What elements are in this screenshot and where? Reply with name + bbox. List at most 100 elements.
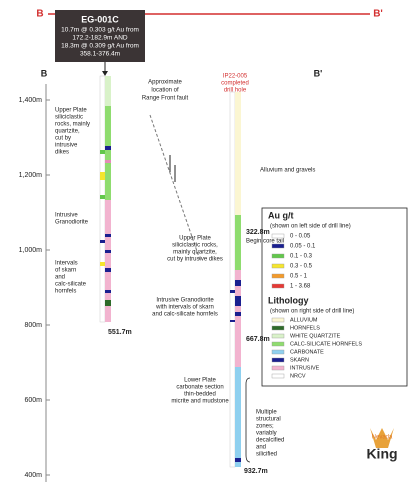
note: cut by bbox=[55, 136, 71, 142]
callout-box bbox=[55, 10, 145, 62]
legend-swatch bbox=[271, 233, 285, 239]
note: hornfels bbox=[55, 289, 76, 295]
note: Begin core tail bbox=[246, 239, 284, 245]
note: cut by intrusive dikes bbox=[167, 257, 223, 263]
drill-hole-2 bbox=[229, 91, 241, 468]
logo-crown bbox=[370, 428, 394, 448]
note: silicified bbox=[256, 452, 277, 458]
legend-swatch bbox=[271, 349, 285, 355]
note: Alluvium and gravels bbox=[260, 168, 315, 174]
note: decalcified bbox=[256, 438, 284, 444]
hole-2-label: completed bbox=[221, 81, 249, 87]
legend-label: ALLUVIUM bbox=[290, 317, 318, 323]
elevation-label: 1,000m bbox=[19, 247, 43, 254]
note: siliciclastic rocks, bbox=[172, 243, 218, 249]
legend-label: 1 - 3.68 bbox=[290, 284, 311, 290]
legend-swatch bbox=[271, 373, 285, 379]
section-start: B bbox=[36, 9, 43, 20]
note: calc-silicate bbox=[55, 282, 87, 288]
au-interval bbox=[100, 262, 105, 266]
profile-right: B' bbox=[314, 68, 323, 78]
legend-label: 0.1 - 0.3 bbox=[290, 254, 313, 260]
lith-interval bbox=[105, 290, 111, 293]
legend-label: 0.05 - 0.1 bbox=[290, 244, 316, 250]
au-strip bbox=[229, 91, 236, 468]
note: Intervals bbox=[55, 261, 78, 267]
note: Granodiorite bbox=[55, 220, 89, 226]
legend-swatch bbox=[271, 283, 285, 289]
lith-interval bbox=[235, 215, 241, 270]
legend-swatch bbox=[271, 365, 285, 371]
note: mainly quartzite, bbox=[173, 250, 217, 256]
callout-line: 18.3m @ 0.309 g/t Au from bbox=[61, 43, 139, 50]
legend-label: HORNFELS bbox=[290, 325, 320, 331]
lith-interval bbox=[105, 146, 111, 150]
note: of skarn bbox=[55, 268, 76, 274]
legend-title: Au g/t bbox=[268, 210, 294, 220]
lith-interval bbox=[105, 160, 111, 163]
legend-note: (shown on right side of drill line) bbox=[270, 309, 354, 315]
lith-interval bbox=[105, 268, 111, 272]
legend-label: INTRUSIVE bbox=[290, 365, 320, 371]
legend-note: (shown on left side of drill line) bbox=[270, 224, 351, 230]
callout-line: 172.2-182.9m AND bbox=[72, 35, 128, 42]
drill-hole-1 bbox=[99, 75, 111, 323]
au-interval bbox=[100, 172, 105, 180]
callout-line: 358.1-376.4m bbox=[80, 51, 120, 58]
au-interval bbox=[100, 150, 105, 154]
note: Upper Plate bbox=[55, 108, 87, 114]
note: dikes bbox=[55, 150, 69, 156]
lith-interval bbox=[105, 250, 111, 253]
elevation-label: 600m bbox=[24, 397, 42, 404]
au-interval bbox=[100, 195, 105, 199]
legend-swatch bbox=[271, 357, 285, 363]
legend-swatch bbox=[271, 317, 285, 323]
note: micrite and mudstone bbox=[171, 399, 229, 405]
logo-top: Nevada bbox=[372, 435, 393, 441]
legend-label: 0.3 - 0.5 bbox=[290, 264, 313, 270]
lith-interval bbox=[235, 458, 241, 462]
callout-line: 10.7m @ 0.303 g/t Au from bbox=[61, 27, 139, 34]
lith-interval bbox=[105, 200, 111, 322]
au-interval bbox=[100, 240, 105, 243]
legend-label: CALC-SILICATE HORNFELS bbox=[290, 341, 362, 347]
logo-bottom: King bbox=[366, 446, 397, 462]
structural-bracket bbox=[245, 377, 251, 463]
hole-1-depth: 551.7m bbox=[108, 329, 132, 336]
lith-interval bbox=[105, 300, 111, 306]
note: thin-bedded bbox=[184, 392, 216, 398]
legend-label: 0 - 0.05 bbox=[290, 234, 311, 240]
legend-label: CARBONATE bbox=[290, 349, 324, 355]
note: rocks, mainly bbox=[55, 122, 90, 128]
lith-interval bbox=[235, 280, 241, 286]
lith-interval bbox=[235, 270, 241, 367]
legend-swatch bbox=[271, 253, 285, 259]
lith-interval bbox=[235, 92, 241, 215]
legend-swatch bbox=[271, 341, 285, 347]
depth: 932.7m bbox=[244, 468, 268, 475]
legend-label: NRCV bbox=[290, 373, 306, 379]
hole-2-label: drill hole bbox=[224, 88, 247, 94]
note: intrusive bbox=[55, 143, 78, 149]
note: structural bbox=[256, 417, 281, 423]
note: siliciclastic bbox=[55, 115, 83, 121]
elevation-label: 1,400m bbox=[19, 97, 43, 104]
note: and calc-silicate hornfels bbox=[152, 312, 218, 318]
section-end: B' bbox=[373, 9, 383, 20]
au-interval bbox=[230, 320, 235, 322]
profile-left: B bbox=[41, 68, 48, 78]
lith-interval bbox=[105, 76, 111, 200]
note: zones; bbox=[256, 424, 274, 430]
note: and bbox=[256, 445, 266, 451]
hole-2-label: IP22-005 bbox=[223, 74, 248, 80]
legend-swatch bbox=[271, 325, 285, 331]
note: Lower Plate bbox=[184, 378, 216, 384]
legend-box bbox=[261, 207, 408, 387]
legend-label: SKARN bbox=[290, 357, 309, 363]
note: Multiple bbox=[256, 410, 277, 416]
legend-swatch bbox=[271, 243, 285, 249]
note: variably bbox=[256, 431, 277, 437]
legend-swatch bbox=[271, 263, 285, 269]
elevation-label: 400m bbox=[24, 472, 42, 479]
